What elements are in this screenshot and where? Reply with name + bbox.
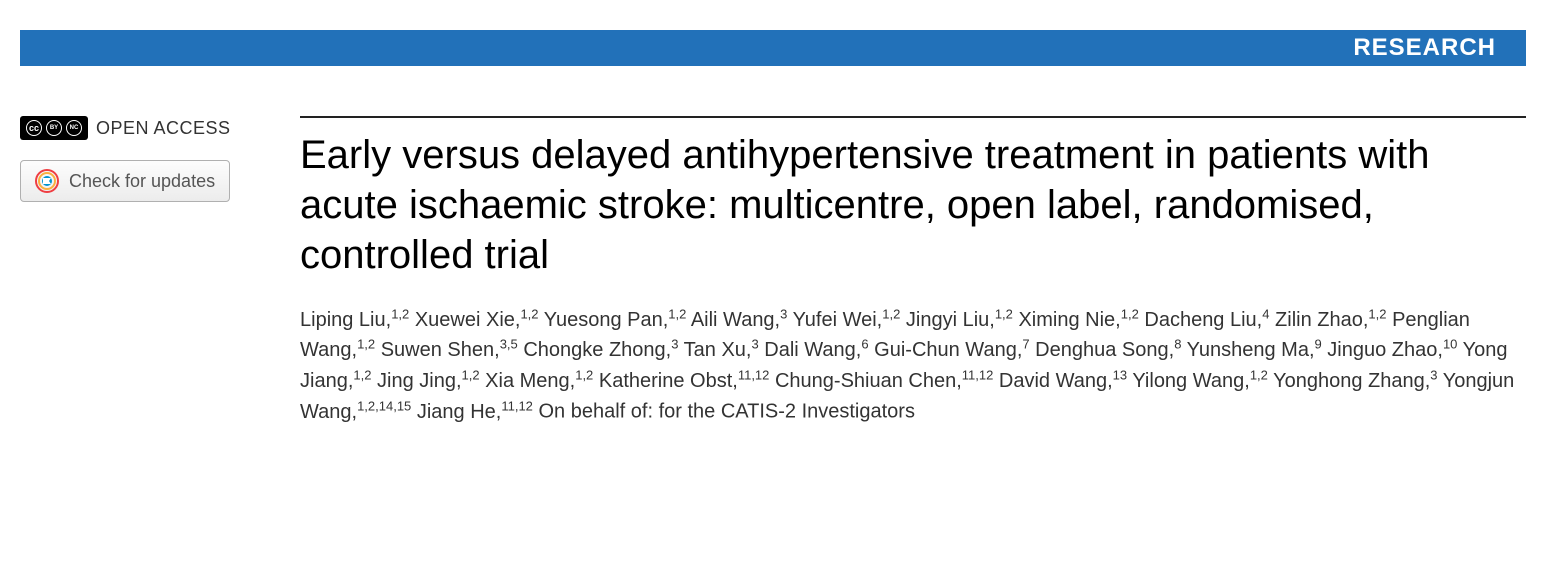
check-for-updates-button[interactable]: Check for updates bbox=[20, 160, 230, 202]
content-row: cc BY NC OPEN ACCESS Check for updates E… bbox=[20, 116, 1526, 427]
open-access-label: OPEN ACCESS bbox=[96, 118, 231, 139]
author-affil: 13 bbox=[1113, 367, 1127, 382]
section-header-label: RESEARCH bbox=[1353, 34, 1496, 62]
author-affil: 1,2 bbox=[575, 367, 593, 382]
author: Dali Wang,6 bbox=[764, 339, 868, 361]
author-affil: 8 bbox=[1174, 337, 1181, 352]
author-affil: 1,2 bbox=[462, 367, 480, 382]
author-affil: 1,2 bbox=[353, 367, 371, 382]
author: Jingyi Liu,1,2 bbox=[906, 309, 1013, 331]
author-affil: 1,2 bbox=[995, 306, 1013, 321]
cc-icon: cc bbox=[26, 120, 42, 136]
author-affil: 1,2 bbox=[357, 337, 375, 352]
author: Chongke Zhong,3 bbox=[523, 339, 678, 361]
author: Jinguo Zhao,10 bbox=[1327, 339, 1457, 361]
author-affil: 1,2,14,15 bbox=[357, 398, 411, 413]
crossmark-icon bbox=[35, 169, 59, 193]
author-suffix: On behalf of: for the CATIS-2 Investigat… bbox=[538, 401, 914, 423]
open-access-row: cc BY NC OPEN ACCESS bbox=[20, 116, 280, 140]
article-title: Early versus delayed antihypertensive tr… bbox=[300, 130, 1526, 280]
author: Xuewei Xie,1,2 bbox=[415, 309, 539, 331]
author-affil: 4 bbox=[1262, 306, 1269, 321]
author-affil: 1,2 bbox=[1121, 306, 1139, 321]
author-affil: 1,2 bbox=[1368, 306, 1386, 321]
author: David Wang,13 bbox=[999, 370, 1127, 392]
author-affil: 1,2 bbox=[882, 306, 900, 321]
sidebar: cc BY NC OPEN ACCESS Check for updates bbox=[20, 116, 300, 427]
author: Xia Meng,1,2 bbox=[485, 370, 593, 392]
author-affil: 1,2 bbox=[391, 306, 409, 321]
author-affil: 1,2 bbox=[668, 306, 686, 321]
author: Tan Xu,3 bbox=[684, 339, 759, 361]
author: Yufei Wei,1,2 bbox=[793, 309, 901, 331]
author-affil: 7 bbox=[1022, 337, 1029, 352]
section-header-bar: RESEARCH bbox=[20, 30, 1526, 66]
author: Yunsheng Ma,9 bbox=[1187, 339, 1322, 361]
author-affil: 3,5 bbox=[500, 337, 518, 352]
author-list: Liping Liu,1,2 Xuewei Xie,1,2 Yuesong Pa… bbox=[300, 304, 1526, 427]
author: Suwen Shen,3,5 bbox=[381, 339, 518, 361]
author-affil: 3 bbox=[1430, 367, 1437, 382]
author: Yilong Wang,1,2 bbox=[1132, 370, 1268, 392]
author: Zilin Zhao,1,2 bbox=[1275, 309, 1386, 331]
author: Gui-Chun Wang,7 bbox=[874, 339, 1029, 361]
article-main: Early versus delayed antihypertensive tr… bbox=[300, 116, 1526, 427]
author: Yuesong Pan,1,2 bbox=[544, 309, 687, 331]
by-icon: BY bbox=[46, 120, 62, 136]
author-affil: 3 bbox=[671, 337, 678, 352]
author-affil: 1,2 bbox=[520, 306, 538, 321]
author-affil: 1,2 bbox=[1250, 367, 1268, 382]
author: Jing Jing,1,2 bbox=[377, 370, 480, 392]
cc-license-badge: cc BY NC bbox=[20, 116, 88, 140]
author: Ximing Nie,1,2 bbox=[1018, 309, 1138, 331]
nc-icon: NC bbox=[66, 120, 82, 136]
author: Katherine Obst,11,12 bbox=[599, 370, 770, 392]
author-affil: 11,12 bbox=[962, 367, 994, 382]
author: Aili Wang,3 bbox=[691, 309, 788, 331]
check-for-updates-label: Check for updates bbox=[69, 171, 215, 192]
author-affil: 3 bbox=[780, 306, 787, 321]
author: Denghua Song,8 bbox=[1035, 339, 1181, 361]
author-affil: 10 bbox=[1443, 337, 1457, 352]
author-affil: 11,12 bbox=[738, 367, 770, 382]
author-affil: 3 bbox=[751, 337, 758, 352]
author-affil: 9 bbox=[1315, 337, 1322, 352]
author: Dacheng Liu,4 bbox=[1144, 309, 1269, 331]
author-affil: 6 bbox=[861, 337, 868, 352]
author: Yonghong Zhang,3 bbox=[1273, 370, 1437, 392]
author: Liping Liu,1,2 bbox=[300, 309, 409, 331]
author: Chung-Shiuan Chen,11,12 bbox=[775, 370, 993, 392]
author-affil: 11,12 bbox=[501, 398, 533, 413]
author: Jiang He,11,12 bbox=[417, 401, 533, 423]
